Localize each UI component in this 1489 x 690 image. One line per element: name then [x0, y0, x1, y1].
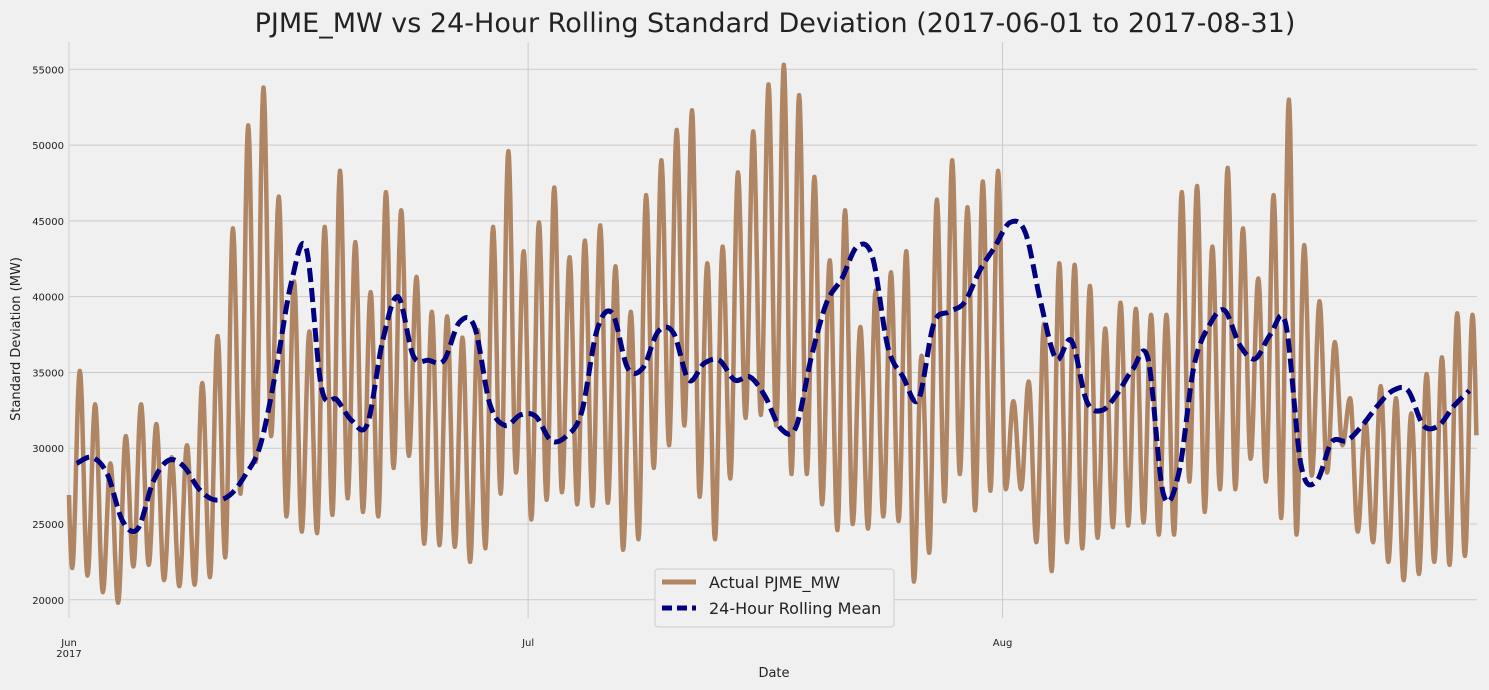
- legend: Actual PJME_MW 24-Hour Rolling Mean: [654, 568, 895, 628]
- y-tick-label: 55000: [32, 65, 64, 76]
- legend-label-actual: Actual PJME_MW: [709, 573, 840, 593]
- y-tick-label: 20000: [32, 596, 64, 607]
- series-line-actual: [66, 62, 1479, 606]
- y-axis-ticks: 20000 25000 30000 35000 40000 45000 50000 55000: [32, 65, 64, 607]
- y-tick-label: 40000: [32, 293, 64, 304]
- y-tick-label: 30000: [32, 444, 64, 455]
- x-tick-label: Aug: [993, 638, 1013, 649]
- x-tick-label: Jun: [60, 638, 77, 649]
- plot-area: [66, 62, 1479, 606]
- y-tick-label: 50000: [32, 141, 64, 152]
- chart-title: PJME_MW vs 24-Hour Rolling Standard Devi…: [255, 8, 1296, 39]
- legend-label-rolling-mean: 24-Hour Rolling Mean: [709, 599, 881, 618]
- y-tick-label: 25000: [32, 520, 64, 531]
- x-tick-sublabel: 2017: [56, 649, 81, 660]
- x-tick-label: Jul: [521, 638, 534, 649]
- y-axis-label: Standard Deviation (MW): [9, 257, 24, 421]
- series-line-rolling-mean: [75, 218, 1472, 534]
- legend-box: [654, 568, 895, 628]
- x-axis-label: Date: [758, 666, 789, 681]
- y-tick-label: 35000: [32, 368, 64, 379]
- y-tick-label: 45000: [32, 217, 64, 228]
